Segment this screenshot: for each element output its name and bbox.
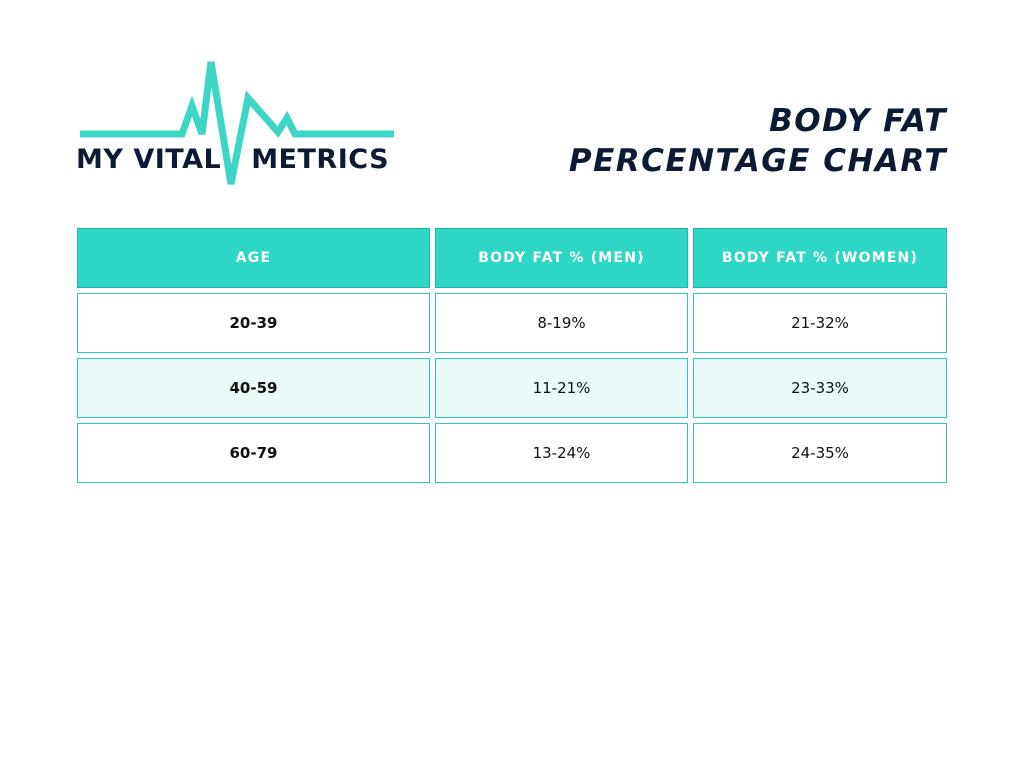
table-row: 40-59 11-21% 23-33% xyxy=(77,358,947,418)
logo-wordmark: MY VITAL METRICS xyxy=(76,144,389,175)
table-row: 20-39 8-19% 21-32% xyxy=(77,293,947,353)
cell-age: 40-59 xyxy=(77,358,430,418)
table-row: 60-79 13-24% 24-35% xyxy=(77,423,947,483)
logo-word-left: MY VITAL xyxy=(76,144,222,175)
cell-men: 11-21% xyxy=(435,358,688,418)
title-line-1: BODY FAT xyxy=(769,103,947,139)
logo-word-right: METRICS xyxy=(251,144,390,175)
table-header-row: AGE BODY FAT % (MEN) BODY FAT % (WOMEN) xyxy=(77,228,947,288)
header-men: BODY FAT % (MEN) xyxy=(435,228,688,288)
header-women: BODY FAT % (WOMEN) xyxy=(693,228,947,288)
body-fat-table: AGE BODY FAT % (MEN) BODY FAT % (WOMEN) … xyxy=(77,228,947,488)
cell-women: 21-32% xyxy=(693,293,947,353)
header-age: AGE xyxy=(77,228,430,288)
brand-logo: MY VITAL METRICS xyxy=(76,60,398,188)
cell-men: 13-24% xyxy=(435,423,688,483)
page-title: BODY FAT PERCENTAGE CHART xyxy=(569,101,947,181)
title-line-2: PERCENTAGE CHART xyxy=(568,143,947,179)
cell-age: 20-39 xyxy=(77,293,430,353)
heartbeat-pulse-icon xyxy=(80,61,394,185)
cell-women: 23-33% xyxy=(693,358,947,418)
cell-women: 24-35% xyxy=(693,423,947,483)
cell-men: 8-19% xyxy=(435,293,688,353)
cell-age: 60-79 xyxy=(77,423,430,483)
